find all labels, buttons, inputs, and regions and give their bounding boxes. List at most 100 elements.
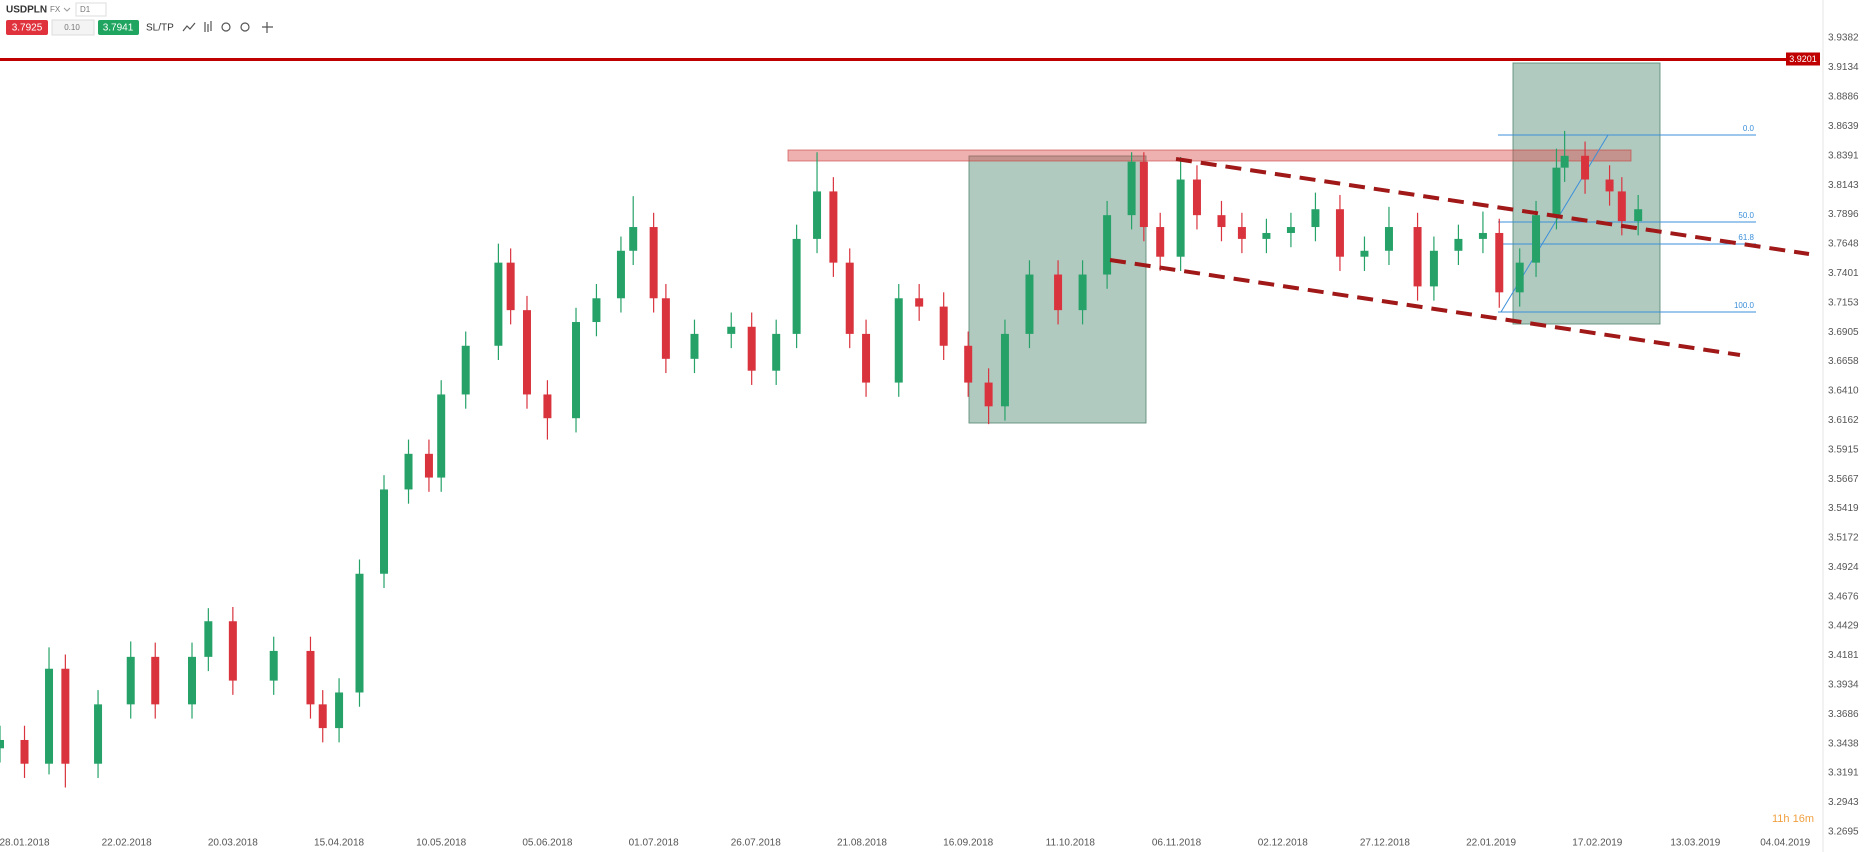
candle-body: [126, 656, 135, 705]
x-tick-label: 02.12.2018: [1258, 838, 1308, 849]
candle-body: [228, 621, 237, 681]
x-tick-label: 26.07.2018: [731, 838, 781, 849]
y-tick-label: 3.6162: [1828, 415, 1859, 426]
candle-body: [1515, 262, 1524, 293]
candle-body: [862, 333, 871, 383]
candle-body: [1262, 232, 1271, 239]
y-tick-label: 3.4181: [1828, 650, 1859, 661]
candle-body: [1552, 167, 1561, 216]
candle-body: [20, 739, 29, 764]
x-tick-label: 16.09.2018: [943, 838, 993, 849]
x-tick-label: 04.04.2019: [1760, 838, 1810, 849]
y-tick-label: 3.8886: [1828, 92, 1859, 103]
x-tick-label: 01.07.2018: [629, 838, 679, 849]
y-tick-label: 3.2943: [1828, 797, 1859, 808]
y-tick-label: 3.8639: [1828, 121, 1859, 132]
y-tick-label: 3.8143: [1828, 180, 1859, 191]
candle-body: [0, 739, 4, 749]
candle-body: [572, 322, 581, 419]
y-tick-label: 3.7648: [1828, 239, 1859, 250]
zoom-in-icon[interactable]: [240, 22, 250, 32]
x-tick-label: 10.05.2018: [416, 838, 466, 849]
candle-body: [1335, 209, 1344, 257]
candle-body: [792, 238, 801, 334]
candle-body: [629, 227, 638, 251]
interval-box[interactable]: [75, 2, 107, 17]
y-tick-label: 3.3934: [1828, 680, 1859, 691]
x-tick-label: 22.01.2019: [1466, 838, 1516, 849]
market: FX: [50, 5, 61, 14]
candle-body: [494, 262, 503, 346]
y-tick-label: 3.5419: [1828, 503, 1859, 514]
candle-body: [318, 704, 327, 729]
candle-body: [269, 650, 278, 681]
sell-button[interactable]: [6, 20, 48, 35]
spread: 0.10: [64, 23, 80, 32]
candle-body: [829, 191, 838, 263]
buy-price[interactable]: 3.7941: [103, 23, 134, 34]
y-tick-label: 3.6658: [1828, 356, 1859, 367]
channel: [1109, 157, 1810, 357]
candle-body: [1360, 250, 1369, 257]
y-tick-label: 3.6905: [1828, 327, 1859, 338]
candle-body: [1560, 155, 1569, 168]
y-tick-label: 3.9382: [1828, 33, 1859, 44]
candle-body: [592, 298, 601, 323]
timer: 11h 16m: [1772, 813, 1814, 825]
candle-body: [772, 333, 781, 371]
x-tick-label: 28.01.2018: [0, 838, 50, 849]
dropdown[interactable]: [63, 7, 71, 12]
candle-icon[interactable]: [204, 21, 212, 32]
y-tick-label: 3.7401: [1828, 268, 1859, 279]
candle-body: [1532, 215, 1541, 263]
candle-body: [355, 573, 364, 693]
candle-body: [1286, 227, 1295, 233]
candle-body: [1581, 155, 1590, 180]
candle-body: [1454, 238, 1463, 251]
candle-body: [984, 382, 993, 407]
x-tick-label: 06.11.2018: [1152, 838, 1202, 849]
candle-body: [1634, 209, 1643, 222]
fib-label: 100.0: [1734, 301, 1755, 310]
candle-body: [306, 650, 315, 705]
candle-body: [1176, 179, 1185, 257]
sell-price[interactable]: 3.7925: [12, 23, 43, 34]
candle-body: [1605, 179, 1614, 192]
candle-body: [1025, 274, 1034, 334]
candle-body: [747, 326, 756, 371]
candle-body: [1429, 250, 1438, 287]
fib-label: 61.8: [1738, 233, 1754, 242]
buy-button[interactable]: [98, 20, 139, 35]
candle-body: [522, 310, 531, 395]
y-tick-label: 3.3438: [1828, 738, 1859, 749]
level-label: 3.9201: [1789, 54, 1817, 64]
crosshair-icon[interactable]: [262, 22, 273, 33]
interval[interactable]: D1: [80, 5, 91, 14]
sltp[interactable]: SL/TP: [146, 23, 174, 34]
zoom-out-icon[interactable]: [221, 22, 231, 32]
candle-body: [690, 333, 699, 359]
y-tick-label: 3.5172: [1828, 533, 1859, 544]
candle-body: [915, 298, 924, 307]
candle-body: [1078, 274, 1087, 311]
candle-body: [727, 326, 736, 334]
y-tick-label: 3.2695: [1828, 827, 1859, 838]
y-tick-label: 3.7153: [1828, 297, 1859, 308]
fib-label: 0.0: [1743, 124, 1755, 133]
candle-body: [1192, 179, 1201, 216]
toolbar[interactable]: [182, 21, 273, 33]
line-icon[interactable]: [182, 22, 196, 32]
fib-label: 50.0: [1738, 211, 1754, 220]
candle-body: [543, 394, 552, 419]
candle-body: [1054, 274, 1063, 311]
y-tick-label: 3.4924: [1828, 562, 1859, 573]
candle-body: [335, 692, 344, 729]
x-tick-label: 11.10.2018: [1046, 838, 1096, 849]
candle-body: [1495, 232, 1504, 293]
candle-body: [1617, 191, 1626, 222]
y-tick-label: 3.7896: [1828, 209, 1859, 220]
candle-body: [94, 704, 103, 764]
x-tick-label: 22.02.2018: [102, 838, 152, 849]
candle-body: [437, 394, 446, 478]
symbol[interactable]: USDPLN: [6, 5, 47, 16]
